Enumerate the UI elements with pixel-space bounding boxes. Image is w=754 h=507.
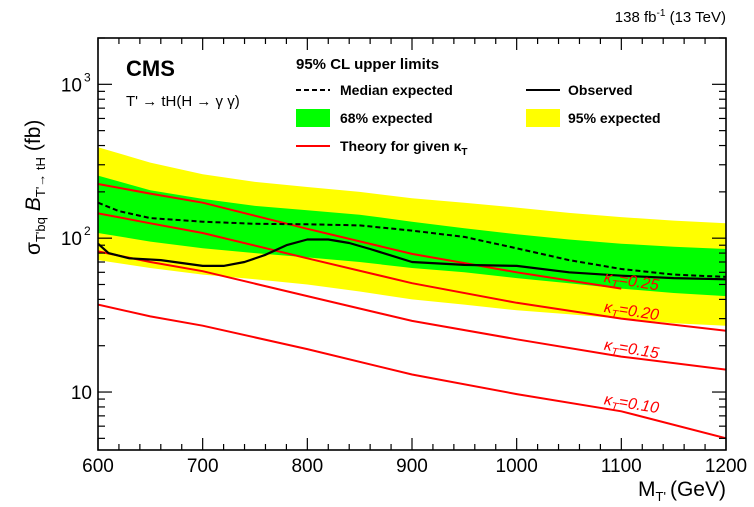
x-tick-label: 1200 <box>705 456 747 477</box>
legend-title: 95% CL upper limits <box>296 56 439 73</box>
band-68-expected <box>98 175 726 297</box>
x-tick-label: 900 <box>396 456 428 477</box>
theory-curve <box>98 303 726 440</box>
theory-curve <box>98 212 726 332</box>
x-tick-label: 800 <box>291 456 323 477</box>
y-tick-label: 10 <box>61 229 82 250</box>
x-axis-title: MT' (GeV) <box>638 478 726 504</box>
kappa-label: κT=0.15 <box>602 337 660 366</box>
y-tick-exponent: 2 <box>84 224 91 238</box>
observed-line <box>98 238 726 281</box>
y-tick-label: 10 <box>61 75 82 96</box>
x-tick-label: 600 <box>82 456 114 477</box>
y-tick-exponent: 3 <box>84 70 91 84</box>
x-tick-label: 700 <box>187 456 219 477</box>
x-tick-label: 1100 <box>601 456 642 477</box>
y-axis-title: σT'bqBT'→ tH(fb) <box>22 120 48 255</box>
median-expected-line <box>98 201 726 278</box>
x-tick-label: 1000 <box>496 456 538 477</box>
theory-curve <box>98 250 726 371</box>
legend-observed-label: Observed <box>568 82 633 98</box>
theory-curve <box>98 183 622 290</box>
kappa-label: κT=0.25 <box>602 269 660 297</box>
axis-ticks <box>97 37 727 450</box>
legend-theory-label: Theory for given κT <box>340 138 468 158</box>
expected-bands <box>98 147 726 326</box>
kappa-label: κT=0.20 <box>602 299 660 327</box>
legend-median-label: Median expected <box>340 82 453 98</box>
observed-curve <box>98 238 726 281</box>
cms-label: CMS <box>126 56 175 81</box>
legend-95-swatch <box>526 109 560 127</box>
process-label: T' → tH(H → γ γ) <box>126 93 240 110</box>
median-expected-curve <box>98 201 726 278</box>
legend-68-label: 68% expected <box>340 110 433 126</box>
theory-curves <box>98 183 726 440</box>
luminosity-label: 138 fb-1 (13 TeV) <box>615 8 726 26</box>
x-tick-labels: 600 700 800 900 1000 1100 1200 <box>82 456 747 477</box>
legend: 95% CL upper limits Median expected Obse… <box>296 56 661 158</box>
y-tick-label: 10 <box>71 383 92 404</box>
kappa-label: κT=0.10 <box>602 391 660 420</box>
legend-68-swatch <box>296 109 330 127</box>
legend-95-label: 95% expected <box>568 110 661 126</box>
